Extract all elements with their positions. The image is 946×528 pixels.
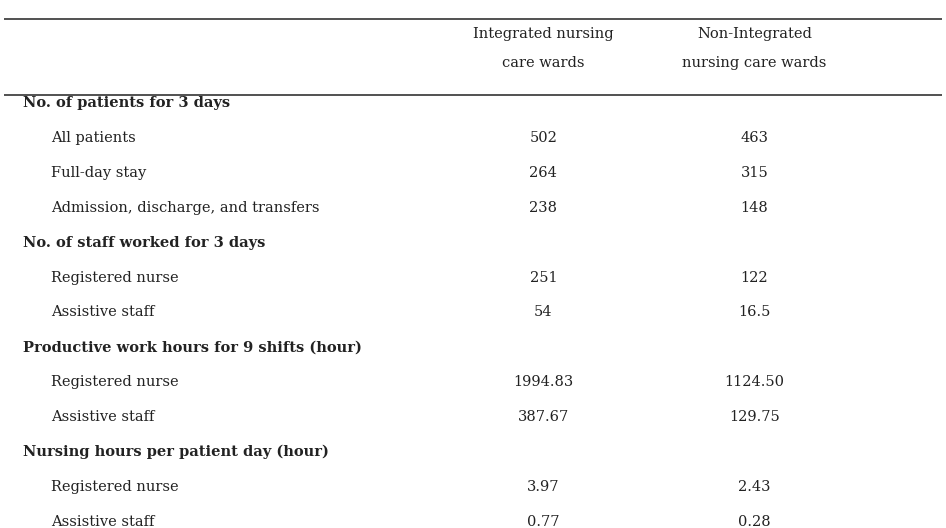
- Text: Non-Integrated: Non-Integrated: [697, 26, 812, 41]
- Text: 2.43: 2.43: [738, 480, 771, 494]
- Text: Nursing hours per patient day (hour): Nursing hours per patient day (hour): [23, 445, 329, 459]
- Text: 502: 502: [530, 131, 557, 145]
- Text: All patients: All patients: [51, 131, 136, 145]
- Text: 148: 148: [741, 201, 768, 215]
- Text: 315: 315: [741, 166, 768, 180]
- Text: Registered nurse: Registered nurse: [51, 480, 179, 494]
- Text: 3.97: 3.97: [527, 480, 560, 494]
- Text: 122: 122: [741, 270, 768, 285]
- Text: 251: 251: [530, 270, 557, 285]
- Text: Assistive staff: Assistive staff: [51, 515, 154, 528]
- Text: Integrated nursing: Integrated nursing: [473, 26, 614, 41]
- Text: 54: 54: [534, 305, 552, 319]
- Text: 463: 463: [741, 131, 768, 145]
- Text: No. of staff worked for 3 days: No. of staff worked for 3 days: [23, 235, 265, 250]
- Text: nursing care wards: nursing care wards: [682, 56, 827, 70]
- Text: Productive work hours for 9 shifts (hour): Productive work hours for 9 shifts (hour…: [23, 341, 361, 354]
- Text: No. of patients for 3 days: No. of patients for 3 days: [23, 96, 230, 110]
- Text: 0.28: 0.28: [738, 515, 771, 528]
- Text: 238: 238: [530, 201, 557, 215]
- Text: Admission, discharge, and transfers: Admission, discharge, and transfers: [51, 201, 320, 215]
- Text: 16.5: 16.5: [738, 305, 770, 319]
- Text: 0.77: 0.77: [527, 515, 560, 528]
- Text: 1124.50: 1124.50: [725, 375, 784, 389]
- Text: 1994.83: 1994.83: [513, 375, 573, 389]
- Text: Assistive staff: Assistive staff: [51, 410, 154, 424]
- Text: 264: 264: [530, 166, 557, 180]
- Text: 129.75: 129.75: [729, 410, 780, 424]
- Text: Registered nurse: Registered nurse: [51, 270, 179, 285]
- Text: care wards: care wards: [502, 56, 585, 70]
- Text: Assistive staff: Assistive staff: [51, 305, 154, 319]
- Text: Registered nurse: Registered nurse: [51, 375, 179, 389]
- Text: 387.67: 387.67: [517, 410, 569, 424]
- Text: Full-day stay: Full-day stay: [51, 166, 147, 180]
